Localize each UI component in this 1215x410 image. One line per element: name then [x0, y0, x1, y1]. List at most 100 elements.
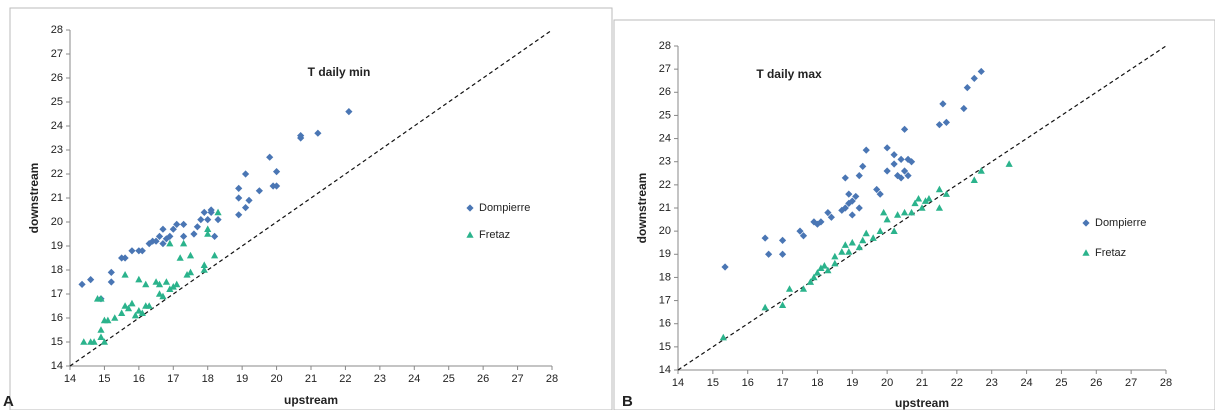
data-point [778, 236, 787, 244]
data-point [345, 108, 353, 116]
data-point [155, 290, 164, 297]
data-point [152, 237, 160, 245]
data-point [207, 206, 215, 214]
y-tick-label: 17 [659, 294, 671, 306]
data-point [848, 211, 856, 219]
x-tick-label: 20 [881, 377, 893, 389]
x-tick-label: 16 [133, 373, 145, 385]
data-point [894, 172, 902, 180]
data-point [862, 229, 870, 237]
data-point [87, 276, 95, 284]
panel-label: A [3, 393, 14, 410]
data-point [970, 74, 978, 82]
data-point [831, 252, 839, 260]
data-point [235, 184, 243, 192]
data-point [180, 220, 188, 228]
data-point [155, 232, 164, 240]
data-point [100, 338, 109, 345]
data-point [838, 248, 846, 255]
x-tick-label: 28 [1160, 377, 1172, 389]
legend-marker [1082, 249, 1090, 256]
data-point [121, 271, 129, 278]
data-point [173, 220, 181, 228]
y-tick-label: 27 [51, 48, 63, 60]
data-point [97, 326, 105, 333]
data-point [255, 187, 263, 195]
x-tick-label: 27 [1125, 377, 1137, 389]
data-point [876, 227, 884, 234]
y-axis-label: downstream [27, 163, 41, 234]
data-point [904, 155, 912, 163]
data-point [778, 250, 787, 258]
data-point [862, 146, 870, 154]
x-tick-label: 26 [1090, 377, 1102, 389]
y-tick-label: 17 [51, 288, 63, 300]
panel-frame [613, 19, 1215, 410]
data-point [939, 100, 947, 108]
legend-label: Dompierre [479, 202, 530, 214]
data-point [272, 168, 281, 176]
data-point [169, 283, 177, 290]
data-point [817, 218, 825, 226]
x-tick-label: 22 [339, 373, 351, 385]
data-point [131, 311, 140, 319]
data-point [935, 121, 944, 129]
data-point [211, 251, 219, 259]
chart-title: T daily min [308, 65, 371, 79]
data-point [211, 232, 219, 240]
x-tick-label: 27 [511, 373, 523, 385]
data-point [180, 232, 188, 240]
x-tick-label: 25 [1055, 377, 1067, 389]
data-point [241, 170, 250, 178]
data-point [831, 259, 839, 267]
data-point [806, 278, 815, 285]
x-tick-label: 17 [776, 377, 788, 389]
data-point [128, 299, 136, 307]
data-point [111, 314, 119, 321]
x-tick-label: 23 [986, 377, 998, 389]
data-point [241, 204, 250, 212]
data-point [214, 216, 222, 224]
data-point [841, 241, 849, 248]
y-tick-label: 19 [51, 240, 63, 252]
data-point [138, 247, 146, 255]
x-tick-label: 14 [672, 377, 684, 389]
data-point [128, 247, 136, 255]
legend-label: Fretaz [479, 229, 510, 241]
panel-label: B [622, 393, 633, 410]
y-tick-label: 22 [659, 179, 671, 191]
y-tick-label: 22 [51, 168, 63, 180]
data-point [900, 167, 909, 175]
data-point [904, 172, 912, 180]
x-tick-label: 16 [742, 377, 754, 389]
data-point [883, 215, 891, 223]
data-point [907, 208, 916, 216]
data-point [848, 197, 856, 205]
data-point [142, 280, 150, 288]
x-axis-label: upstream [895, 396, 949, 410]
data-point [880, 208, 888, 216]
data-point [204, 230, 212, 237]
data-point [107, 268, 115, 276]
x-tick-label: 22 [951, 377, 963, 389]
y-tick-label: 14 [51, 360, 63, 372]
x-tick-label: 28 [546, 373, 558, 385]
data-point [235, 211, 243, 219]
legend-marker [1082, 219, 1090, 227]
y-tick-label: 23 [51, 144, 63, 156]
data-point [765, 250, 773, 258]
y-tick-label: 25 [659, 109, 671, 121]
data-point [166, 232, 174, 240]
y-tick-label: 15 [659, 341, 671, 353]
data-point [897, 155, 905, 163]
data-point [197, 216, 205, 224]
data-point [897, 174, 905, 182]
y-tick-label: 14 [659, 364, 671, 376]
data-point [145, 302, 153, 309]
data-point [1005, 160, 1013, 167]
x-tick-label: 19 [236, 373, 248, 385]
data-point [827, 213, 835, 221]
data-point [859, 162, 867, 170]
y-tick-label: 21 [659, 202, 671, 214]
data-point [200, 261, 208, 268]
